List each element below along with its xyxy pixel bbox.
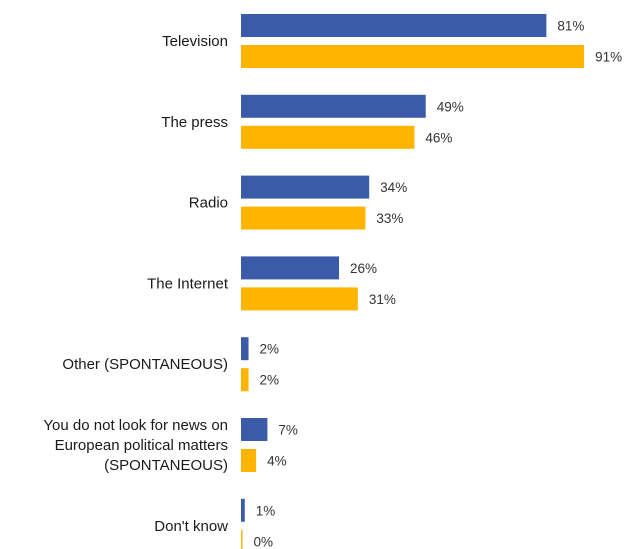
value-label-5-series-1: 4% xyxy=(267,454,287,469)
bar-5-series-1 xyxy=(241,449,257,472)
value-label-3-series-0: 26% xyxy=(350,261,377,276)
category-label-0: Television xyxy=(162,33,228,50)
value-label-1-series-1: 46% xyxy=(425,130,452,145)
category-label-5: You do not look for news on European poli… xyxy=(43,417,228,474)
bar-4-series-1 xyxy=(241,368,249,392)
value-label-3-series-1: 31% xyxy=(369,292,396,307)
value-label-6-series-0: 1% xyxy=(256,503,276,518)
category-label-4: Other (SPONTANEOUS) xyxy=(62,356,228,373)
bar-3-series-1 xyxy=(241,287,358,311)
bars-layer xyxy=(241,14,585,549)
category-label-1: The press xyxy=(161,114,228,131)
category-label-3: The Internet xyxy=(147,275,229,292)
value-label-2-series-0: 34% xyxy=(380,180,407,195)
bar-1-series-0 xyxy=(241,94,426,118)
bar-0-series-0 xyxy=(241,14,547,37)
bar-0-series-1 xyxy=(241,45,585,68)
bar-4-series-0 xyxy=(241,337,249,361)
category-label-2: Radio xyxy=(189,195,228,212)
value-label-4-series-0: 2% xyxy=(260,342,280,357)
bar-5-series-0 xyxy=(241,418,268,441)
bar-6-series-1 xyxy=(241,529,243,549)
value-label-5-series-0: 7% xyxy=(278,423,298,438)
labels-layer: 81% 91% Television 49% 46% The press 34% 33% Rad… xyxy=(43,19,622,549)
value-label-1-series-0: 49% xyxy=(437,99,464,114)
value-label-4-series-1: 2% xyxy=(260,373,280,388)
value-label-2-series-1: 33% xyxy=(376,211,403,226)
bar-2-series-1 xyxy=(241,206,366,230)
bar-1-series-1 xyxy=(241,125,415,149)
category-label-6: Don't know xyxy=(154,518,228,535)
bar-3-series-0 xyxy=(241,256,340,280)
bar-6-series-0 xyxy=(241,498,245,522)
value-label-0-series-1: 91% xyxy=(595,50,622,65)
value-label-6-series-1: 0% xyxy=(254,534,274,549)
bar-2-series-0 xyxy=(241,175,370,199)
value-label-0-series-0: 81% xyxy=(557,19,584,34)
